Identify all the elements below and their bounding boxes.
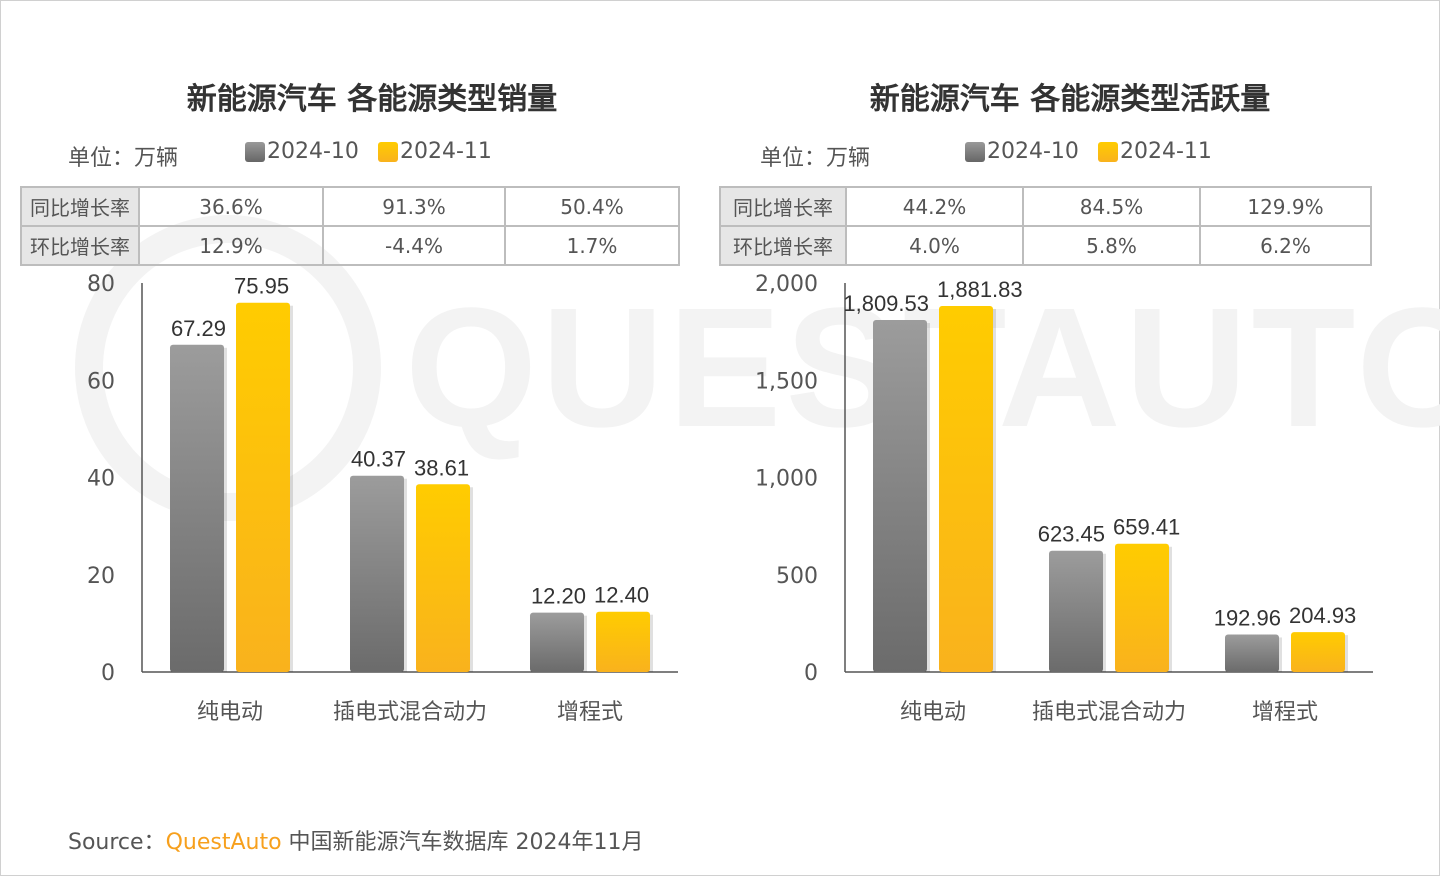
- y-tick-label: 60: [87, 369, 115, 394]
- legend-nov: 2024-11: [378, 139, 492, 164]
- table-row: 同比增长率 36.6% 91.3% 50.4%: [20, 186, 680, 227]
- table-cell: 50.4%: [504, 186, 680, 227]
- y-tick-label: 0: [101, 661, 115, 686]
- table-row: 同比增长率 44.2% 84.5% 129.9%: [719, 186, 1372, 227]
- legend-oct: 2024-10: [245, 139, 359, 164]
- legend-label: 2024-11: [400, 139, 492, 164]
- bar-2024-10: [873, 320, 927, 672]
- x-tick-label: 纯电动: [900, 700, 966, 725]
- table-cell: 129.9%: [1199, 186, 1372, 227]
- data-label: 1,881.83: [937, 277, 1023, 302]
- table-cell: 44.2%: [845, 186, 1024, 227]
- legend-label: 2024-10: [267, 139, 359, 164]
- source-text: 中国新能源汽车数据库 2024年11月: [281, 830, 644, 855]
- table-row: 环比增长率 4.0% 5.8% 6.2%: [719, 225, 1372, 266]
- legend-swatch: [378, 141, 398, 162]
- data-label: 659.41: [1113, 515, 1180, 540]
- chart-title-sales: 新能源汽车 各能源类型销量: [186, 82, 558, 117]
- table-cell: 6.2%: [1199, 225, 1372, 266]
- y-tick-label: 80: [87, 272, 115, 297]
- x-tick-label: 纯电动: [197, 700, 263, 725]
- unit-label: 单位：万辆: [68, 146, 179, 171]
- row-label: 同比增长率: [20, 186, 140, 227]
- legend-label: 2024-11: [1120, 139, 1212, 164]
- row-label: 环比增长率: [719, 225, 847, 266]
- bar-2024-10: [1225, 634, 1279, 672]
- y-tick-label: 0: [804, 661, 818, 686]
- data-label: 40.37: [351, 447, 406, 472]
- legend-swatch: [965, 141, 985, 162]
- bar-2024-10: [530, 612, 584, 672]
- row-label: 环比增长率: [20, 225, 140, 266]
- legend-swatch: [245, 141, 265, 162]
- y-tick-label: 2,000: [755, 272, 818, 297]
- legend-oct: 2024-10: [965, 139, 1079, 164]
- table-cell: 84.5%: [1022, 186, 1201, 227]
- data-label: 192.96: [1214, 605, 1281, 630]
- table-cell: 1.7%: [504, 225, 680, 266]
- data-label: 75.95: [234, 274, 289, 299]
- bar-2024-11: [416, 484, 470, 672]
- table-cell: 91.3%: [322, 186, 506, 227]
- y-tick-label: 1,000: [755, 467, 818, 492]
- y-tick-label: 500: [776, 564, 818, 589]
- x-tick-label: 插电式混合动力: [333, 700, 487, 725]
- x-tick-label: 插电式混合动力: [1032, 700, 1186, 725]
- row-label: 同比增长率: [719, 186, 847, 227]
- y-tick-label: 20: [87, 564, 115, 589]
- table-cell: 36.6%: [138, 186, 324, 227]
- data-label: 623.45: [1038, 522, 1105, 547]
- legend-nov: 2024-11: [1098, 139, 1212, 164]
- bar-2024-11: [939, 305, 993, 672]
- data-label: 204.93: [1289, 603, 1356, 628]
- table-row: 环比增长率 12.9% -4.4% 1.7%: [20, 225, 680, 266]
- x-tick-label: 增程式: [1252, 700, 1318, 725]
- bar-2024-11: [1291, 632, 1345, 672]
- legend-swatch: [1098, 141, 1118, 162]
- table-cell: 12.9%: [138, 225, 324, 266]
- source-note: Source：QuestAuto 中国新能源汽车数据库 2024年11月: [68, 824, 644, 856]
- bar-2024-11: [1115, 543, 1169, 672]
- legend-label: 2024-10: [987, 139, 1079, 164]
- data-label: 67.29: [171, 316, 226, 341]
- x-tick-label: 增程式: [557, 700, 623, 725]
- growth-table-active: 同比增长率 44.2% 84.5% 129.9% 环比增长率 4.0% 5.8% 6.2%: [719, 186, 1372, 266]
- table-cell: 4.0%: [845, 225, 1024, 266]
- data-label: 12.20: [531, 584, 586, 609]
- chart-title-active: 新能源汽车 各能源类型活跃量: [869, 82, 1271, 117]
- data-label: 38.61: [414, 455, 469, 480]
- bar-2024-10: [170, 344, 224, 672]
- unit-label: 单位：万辆: [760, 146, 871, 171]
- y-tick-label: 1,500: [755, 369, 818, 394]
- source-prefix: Source：: [68, 830, 166, 855]
- table-cell: -4.4%: [322, 225, 506, 266]
- bar-2024-11: [596, 611, 650, 672]
- bar-2024-10: [1049, 550, 1103, 672]
- y-tick-label: 40: [87, 467, 115, 492]
- data-label: 12.40: [594, 583, 649, 608]
- source-brand: QuestAuto: [165, 830, 282, 855]
- growth-table-sales: 同比增长率 36.6% 91.3% 50.4% 环比增长率 12.9% -4.4% 1.7%: [20, 186, 680, 266]
- table-cell: 5.8%: [1022, 225, 1201, 266]
- data-label: 1,809.53: [843, 291, 929, 316]
- bar-2024-10: [350, 475, 404, 672]
- bar-2024-11: [236, 302, 290, 672]
